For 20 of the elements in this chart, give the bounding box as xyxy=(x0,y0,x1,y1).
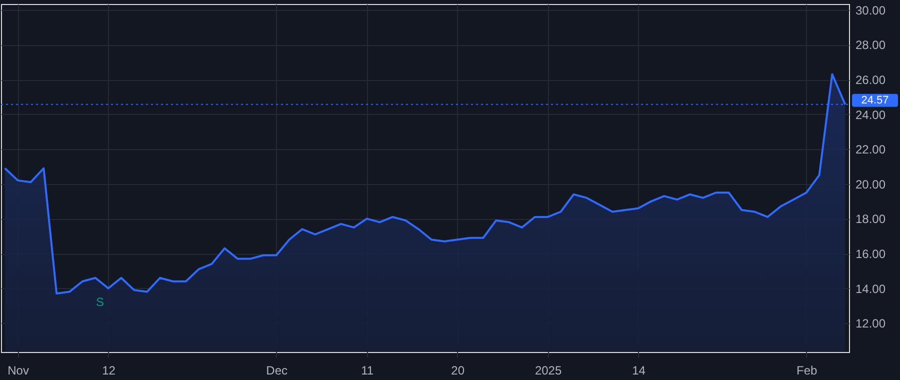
y-tick-label: 20.00 xyxy=(856,177,886,192)
y-tick-label: 16.00 xyxy=(856,247,886,262)
y-tick-label: 12.00 xyxy=(856,316,886,331)
annotation: S xyxy=(96,295,104,309)
x-tick-label: Dec xyxy=(266,364,288,378)
x-tick-label: 12 xyxy=(102,364,116,378)
y-tick-label: 24.00 xyxy=(856,108,886,122)
x-tick-label: 20 xyxy=(451,364,465,378)
y-tick-label: 28.00 xyxy=(856,38,886,52)
y-tick-label: 30.00 xyxy=(856,3,886,18)
x-tick-label: 11 xyxy=(361,364,374,378)
y-tick-label: 18.00 xyxy=(856,212,886,226)
x-tick-label: Feb xyxy=(796,364,818,378)
x-tick-label: 2025 xyxy=(534,364,562,378)
y-tick-label: 26.00 xyxy=(856,73,886,88)
x-tick-label: Nov xyxy=(8,364,29,378)
ref-line-label: 24.57 xyxy=(861,94,889,106)
y-tick-label: 22.00 xyxy=(856,142,886,157)
y-tick-label: 14.00 xyxy=(856,282,886,296)
x-tick-label: 14 xyxy=(632,364,646,378)
